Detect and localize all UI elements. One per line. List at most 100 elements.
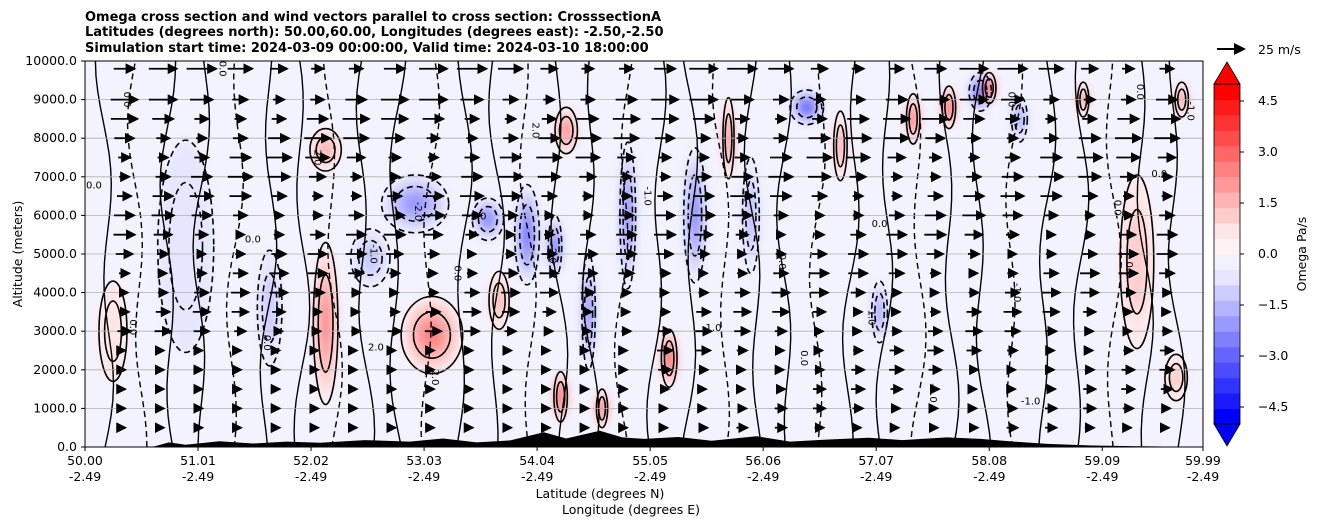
colorbar-segment (1214, 223, 1240, 240)
y-tick-label: 0.0 (57, 439, 77, 454)
colorbar-tick-label: 4.5 (1258, 93, 1278, 108)
contour-label: 0.0 (245, 234, 261, 245)
omega-contour (1126, 208, 1148, 315)
colorbar-segment (1214, 284, 1240, 301)
omega-contour (518, 203, 536, 266)
y-tick-label: 8000.0 (33, 130, 77, 145)
colorbar-extend-min (1213, 423, 1241, 447)
contour-label: -1.0 (1184, 101, 1195, 121)
colorbar-tick-label: 3.0 (1258, 144, 1278, 159)
contour-label: 0.0 (451, 265, 462, 281)
contour-label: 0.0 (261, 335, 272, 351)
contour-label: -1.0 (927, 383, 938, 403)
colorbar-segment (1214, 192, 1240, 209)
x-tick-label-lat: 53.03 (406, 453, 442, 468)
chart-title-line-2: Latitudes (degrees north): 50.00,60.00, … (85, 25, 664, 40)
colorbar-segment (1214, 238, 1240, 255)
colorbar-segment (1214, 315, 1240, 332)
x-tick-label-lon: -2.49 (1086, 469, 1118, 484)
omega-contour (832, 110, 848, 182)
omega-blob (483, 213, 493, 226)
omega-blob (948, 104, 950, 111)
x-tick-label-lon: -2.49 (182, 469, 214, 484)
omega-blob (563, 124, 570, 137)
x-axis-label-latitude: Latitude (degrees N) (536, 486, 665, 501)
omega-blob (988, 85, 991, 91)
colorbar-segment (1214, 207, 1240, 224)
omega-contour (513, 183, 541, 286)
omega-blob (803, 103, 811, 111)
contour-label: -1.0 (1011, 283, 1022, 303)
omega-blob (876, 301, 883, 323)
omega-blob (667, 353, 671, 363)
colorbar-segment (1214, 331, 1240, 348)
omega-blob (911, 114, 915, 124)
omega-contour (870, 280, 889, 344)
omega-blob (978, 88, 983, 95)
omega-contour (394, 185, 437, 222)
omega-blob (524, 223, 530, 247)
x-tick-label-lat: 50.00 (67, 453, 103, 468)
omega-blob (559, 393, 562, 401)
colorbar-label: Omega Pa/s (1294, 217, 1309, 292)
chart-title-line-3: Simulation start time: 2024-03-09 00:00:… (85, 41, 649, 56)
omega-contour (1164, 353, 1189, 402)
colorbar-segment (1214, 130, 1240, 147)
terrain (85, 430, 1203, 447)
colorbar: 4.5 3.0 1.5 0.0 −1.5 −3.0 −4.5 (1213, 61, 1288, 447)
x-tick-label-lon: -2.49 (634, 469, 666, 484)
contour-label: -1.0 (367, 244, 378, 264)
omega-contour (156, 139, 215, 354)
x-tick-label-lat: 59.09 (1084, 453, 1120, 468)
omega-contour (380, 174, 450, 234)
x-tick-label-lat: 52.02 (293, 453, 329, 468)
y-tick-label: 7000.0 (33, 169, 77, 184)
contour-labels: 0.0 0.0 0.0 0.0 0.0 0.0 2.0 -1.0 2.0 -2.0 2.0 0.0 -2… (86, 61, 1195, 408)
omega-blob (262, 273, 278, 343)
colorbar-segment (1214, 269, 1240, 286)
contour-label: -1.0 (702, 323, 722, 334)
y-axis: 0.0 1000.0 2000.0 3000.0 4000.0 5000.0 6000.0 7… (25, 53, 85, 454)
x-tick-label-lat: 58.08 (971, 453, 1007, 468)
omega-contour (558, 115, 574, 146)
omega-blob (423, 324, 441, 346)
colorbar-segment (1214, 99, 1240, 116)
y-tick-label: 6000.0 (33, 207, 77, 222)
contour-label: 0.0 (216, 61, 227, 77)
contour-label: -2.0 (546, 244, 557, 264)
x-tick-label-lon: -2.49 (521, 469, 553, 484)
contour-label: 0.0 (1123, 261, 1134, 277)
omega-contour (550, 226, 560, 266)
contour-label: 2.0 (530, 123, 541, 139)
colorbar-tick-label: 1.5 (1258, 195, 1278, 210)
contour-label: 0.0 (1005, 92, 1016, 108)
colorbar-tick-label: −3.0 (1258, 348, 1288, 363)
wind-vectors (110, 63, 1182, 434)
colorbar-segment (1214, 84, 1240, 100)
omega-contour (168, 181, 204, 311)
colorbar-segment (1214, 408, 1240, 425)
y-tick-label: 5000.0 (33, 246, 77, 261)
colorbar-segment (1214, 377, 1240, 394)
omega-blob (838, 134, 843, 158)
omega-contour (622, 170, 634, 261)
x-tick-label-lon: -2.49 (860, 469, 892, 484)
omega-contour (941, 85, 957, 130)
x-axis: 50.00-2.4951.01-2.4952.02-2.4953.03-2.49… (67, 447, 1221, 484)
contour-label: 0.0 (1112, 200, 1123, 216)
omega-contour (309, 127, 343, 172)
contour-label: -1.0 (865, 306, 876, 326)
omega-blob (322, 301, 329, 346)
colorbar-segment (1214, 300, 1240, 317)
colorbar-segment (1214, 346, 1240, 363)
contour-label: 0.0 (1134, 84, 1145, 100)
colorbar-extend-max (1213, 61, 1241, 85)
contour-label: 2.0 (368, 343, 384, 354)
colorbar-tick-label: −1.5 (1258, 297, 1288, 312)
contour-label: 0.0 (776, 254, 787, 270)
x-tick-label-lat: 54.04 (519, 453, 555, 468)
y-tick-label: 2000.0 (33, 362, 77, 377)
colorbar-segment (1214, 161, 1240, 178)
omega-blob (403, 194, 427, 214)
